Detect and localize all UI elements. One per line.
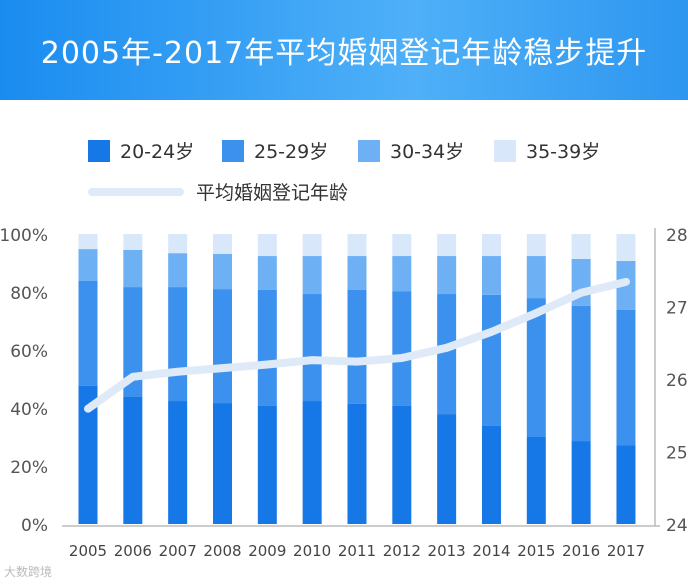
y-tick-label: 100% bbox=[0, 226, 48, 246]
bar-segment bbox=[212, 289, 232, 404]
bar-segment bbox=[302, 294, 322, 402]
bar-segment bbox=[481, 425, 501, 524]
legend-line-swatch bbox=[88, 187, 184, 196]
x-tick-label: 2012 bbox=[383, 542, 421, 560]
bar-segment bbox=[392, 256, 412, 292]
bar-segment bbox=[78, 249, 98, 281]
bar-segment bbox=[257, 289, 277, 406]
y2-tick-label: 25 bbox=[666, 444, 688, 464]
bar-segment bbox=[78, 234, 98, 250]
bar-segment bbox=[302, 256, 322, 295]
legend-swatch bbox=[88, 139, 110, 162]
x-tick-label: 2017 bbox=[607, 542, 645, 560]
x-tick-label: 2016 bbox=[562, 542, 600, 560]
bar-segment bbox=[481, 256, 501, 295]
y2-tick-label: 28 bbox=[666, 226, 688, 246]
legend-30-34: 30-34岁 bbox=[358, 137, 464, 164]
bar-segment bbox=[168, 234, 188, 254]
bar-segment bbox=[437, 256, 457, 295]
y2-tick-label: 26 bbox=[666, 371, 688, 391]
legend-label: 25-29岁 bbox=[254, 141, 329, 163]
bar-segment bbox=[392, 291, 412, 406]
y2-tick-label: 24 bbox=[666, 516, 688, 536]
bar-segment bbox=[571, 441, 591, 524]
bar-segment bbox=[168, 401, 188, 524]
bar-segment bbox=[616, 309, 636, 446]
legend-swatch bbox=[222, 139, 244, 162]
legend-25-29: 25-29岁 bbox=[222, 137, 328, 164]
bar-segment bbox=[302, 401, 322, 524]
bar-segment bbox=[78, 280, 98, 386]
x-tick-label: 2009 bbox=[248, 542, 286, 560]
bar-segment bbox=[481, 234, 501, 257]
bar-segment bbox=[392, 234, 412, 257]
x-tick-label: 2005 bbox=[69, 542, 107, 560]
bar-segment bbox=[571, 234, 591, 259]
y-tick-label: 40% bbox=[10, 400, 48, 420]
y-tick-label: 20% bbox=[10, 458, 48, 478]
bar-segment bbox=[526, 256, 546, 299]
x-tick-label: 2008 bbox=[203, 542, 241, 560]
x-tick-label: 2014 bbox=[472, 542, 510, 560]
bar-segment bbox=[212, 254, 232, 290]
legend-label: 20-24岁 bbox=[120, 141, 195, 163]
legend-avg-age: 平均婚姻登记年龄 bbox=[88, 178, 348, 205]
bar-segment bbox=[616, 445, 636, 524]
bar-segment bbox=[212, 403, 232, 524]
bar-segment bbox=[437, 294, 457, 415]
bar-segment bbox=[257, 256, 277, 290]
bar-segment bbox=[123, 287, 143, 397]
bar-segment bbox=[616, 234, 636, 261]
y-tick-label: 80% bbox=[10, 284, 48, 304]
bar-segment bbox=[123, 396, 143, 524]
x-tick-label: 2011 bbox=[338, 542, 376, 560]
bar-segment bbox=[123, 234, 143, 250]
bar-segment bbox=[392, 405, 412, 524]
legend-label: 30-34岁 bbox=[390, 141, 465, 163]
bar-segment bbox=[526, 234, 546, 257]
y-tick-label: 60% bbox=[10, 342, 48, 362]
legend-20-24: 20-24岁 bbox=[88, 137, 194, 164]
legend-swatch bbox=[494, 139, 516, 162]
bar-segment bbox=[347, 234, 367, 257]
bar-segment bbox=[347, 403, 367, 524]
bar-segment bbox=[481, 294, 501, 426]
bar-segment bbox=[571, 305, 591, 442]
x-tick-label: 2007 bbox=[159, 542, 197, 560]
bar-segment bbox=[526, 437, 546, 524]
bar-segment bbox=[257, 405, 277, 524]
title-banner: 2005年-2017年平均婚姻登记年龄稳步提升 bbox=[0, 0, 688, 100]
bar-segment bbox=[437, 234, 457, 257]
x-tick-label: 2013 bbox=[428, 542, 466, 560]
x-tick-label: 2010 bbox=[293, 542, 331, 560]
bar-segment bbox=[212, 234, 232, 255]
bar-segment bbox=[526, 298, 546, 437]
bar-segment bbox=[168, 253, 188, 288]
bar-segment bbox=[347, 289, 367, 404]
legend-label: 35-39岁 bbox=[526, 141, 601, 163]
bar-segment bbox=[78, 385, 98, 524]
x-tick-label: 2015 bbox=[517, 542, 555, 560]
bar-segment bbox=[257, 234, 277, 257]
y2-tick-label: 27 bbox=[666, 299, 688, 319]
legend-swatch bbox=[358, 139, 380, 162]
watermark: 大数跨境 bbox=[4, 565, 53, 579]
legend-label: 平均婚姻登记年龄 bbox=[196, 182, 349, 204]
bar-segment bbox=[302, 234, 322, 257]
y-tick-label: 0% bbox=[21, 516, 48, 536]
chart-title: 2005年-2017年平均婚姻登记年龄稳步提升 bbox=[40, 36, 648, 71]
legend-35-39: 35-39岁 bbox=[494, 137, 600, 164]
x-tick-label: 2006 bbox=[114, 542, 152, 560]
bar-segment bbox=[168, 287, 188, 402]
bar-segment bbox=[347, 256, 367, 290]
bar-segment bbox=[437, 414, 457, 524]
bar-segment bbox=[123, 249, 143, 288]
